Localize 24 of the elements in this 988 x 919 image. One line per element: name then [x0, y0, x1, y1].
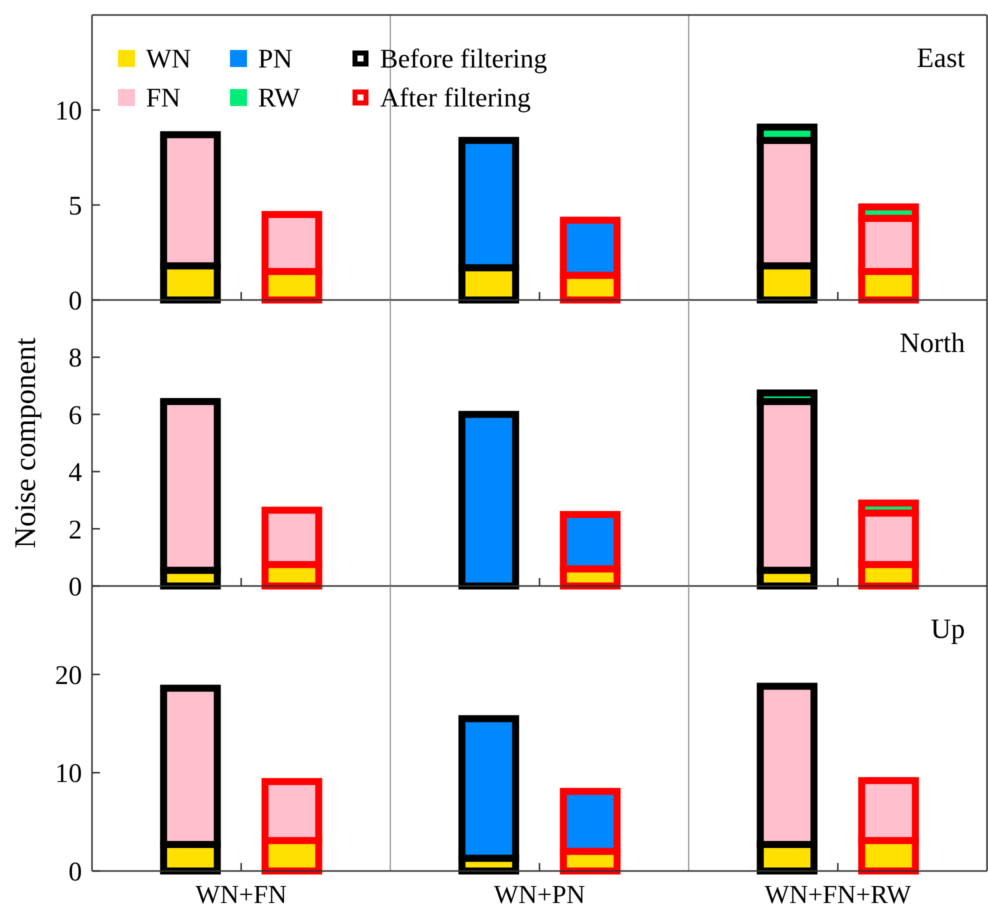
legend-label: PN	[258, 43, 293, 74]
text: WN+FN+RW	[764, 880, 912, 909]
legend-label: FN	[146, 82, 181, 112]
text: Up	[930, 614, 965, 645]
y-tick-label: 8	[68, 342, 82, 373]
y-tick-label: 0	[68, 285, 82, 316]
y-tick-label: 10	[55, 95, 82, 126]
y-tick-label: 2	[68, 514, 82, 544]
y-tick-label: 5	[68, 190, 82, 220]
y-tick-label: 20	[55, 660, 82, 690]
y-tick-label: 10	[55, 758, 82, 788]
y-tick-label: 4	[68, 457, 82, 488]
text: North	[900, 328, 965, 359]
y-tick-label: 0	[68, 571, 82, 602]
legend-label: WN	[146, 43, 191, 74]
text: WN+PN	[494, 880, 586, 909]
y-axis-title: Noise component	[9, 336, 42, 548]
legend-label: RW	[258, 82, 301, 112]
legend-label: Before filtering	[380, 43, 548, 74]
legend-label: After filtering	[380, 82, 531, 112]
text: WN+FN	[196, 880, 287, 909]
y-tick-label: 0	[68, 856, 82, 886]
text: East	[916, 43, 966, 74]
y-tick-label: 6	[68, 400, 82, 430]
